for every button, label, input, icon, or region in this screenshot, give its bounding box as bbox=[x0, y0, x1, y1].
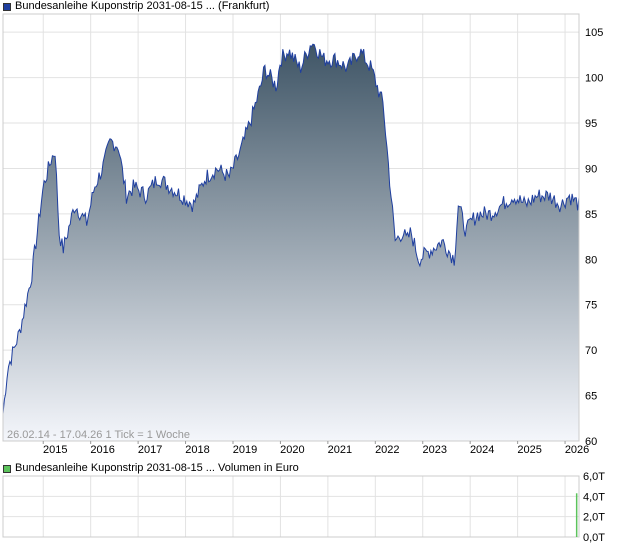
x-tick-label: 2023 bbox=[423, 444, 447, 456]
volume-legend-swatch bbox=[3, 464, 11, 473]
x-tick-label: 2025 bbox=[517, 444, 541, 456]
x-tick-label: 2024 bbox=[470, 444, 494, 456]
x-tick-label: 2026 bbox=[565, 444, 589, 456]
y-tick-label: 95 bbox=[585, 118, 597, 130]
volume-y-tick-label: 4,0T bbox=[583, 491, 605, 503]
price-area bbox=[3, 44, 579, 441]
x-tick-label: 2018 bbox=[185, 444, 209, 456]
x-tick-label: 2020 bbox=[280, 444, 304, 456]
x-tick-label: 2017 bbox=[138, 444, 162, 456]
price-plot-frame bbox=[2, 13, 580, 442]
y-tick-label: 70 bbox=[585, 345, 597, 357]
volume-plot-frame bbox=[2, 475, 580, 538]
x-tick-label: 2016 bbox=[90, 444, 114, 456]
y-tick-label: 105 bbox=[585, 27, 603, 39]
x-tick-label: 2022 bbox=[375, 444, 399, 456]
volume-grid bbox=[3, 475, 579, 538]
price-y-axis: 60 65 70 75 80 85 90 95 100 105 bbox=[585, 27, 603, 448]
y-tick-label: 75 bbox=[585, 300, 597, 312]
time-x-axis: 2015 2016 2017 2018 2019 2020 2021 2022 2023 2024… bbox=[42, 441, 589, 456]
price-legend-label: Bundesanleihe Kuponstrip 2031-08-15 ... … bbox=[15, 0, 270, 12]
volume-y-tick-label: 6,0T bbox=[583, 471, 605, 483]
price-legend: Bundesanleihe Kuponstrip 2031-08-15 ... … bbox=[3, 0, 269, 13]
volume-legend-label: Bundesanleihe Kuponstrip 2031-08-15 ... … bbox=[15, 462, 299, 474]
price-line bbox=[2, 43, 580, 414]
y-tick-label: 100 bbox=[585, 73, 603, 85]
volume-bar bbox=[575, 493, 578, 537]
volume-bars bbox=[575, 493, 578, 537]
price-legend-swatch bbox=[3, 2, 11, 11]
range-label: 26.02.14 - 17.04.26 1 Tick = 1 Woche bbox=[7, 429, 190, 441]
y-tick-label: 65 bbox=[585, 391, 597, 403]
y-tick-label: 90 bbox=[585, 163, 597, 175]
y-tick-label: 85 bbox=[585, 209, 597, 221]
x-tick-label: 2015 bbox=[43, 444, 67, 456]
x-tick-label: 2021 bbox=[328, 444, 352, 456]
y-tick-label: 80 bbox=[585, 254, 597, 266]
volume-legend: Bundesanleihe Kuponstrip 2031-08-15 ... … bbox=[3, 462, 299, 475]
volume-y-tick-label: 2,0T bbox=[583, 512, 605, 524]
y-tick-label: 60 bbox=[585, 436, 597, 448]
x-tick-label: 2019 bbox=[233, 444, 257, 456]
volume-y-tick-label: 0,0T bbox=[583, 532, 605, 544]
volume-y-axis: 0,0T 2,0T 4,0T 6,0T bbox=[583, 471, 605, 544]
